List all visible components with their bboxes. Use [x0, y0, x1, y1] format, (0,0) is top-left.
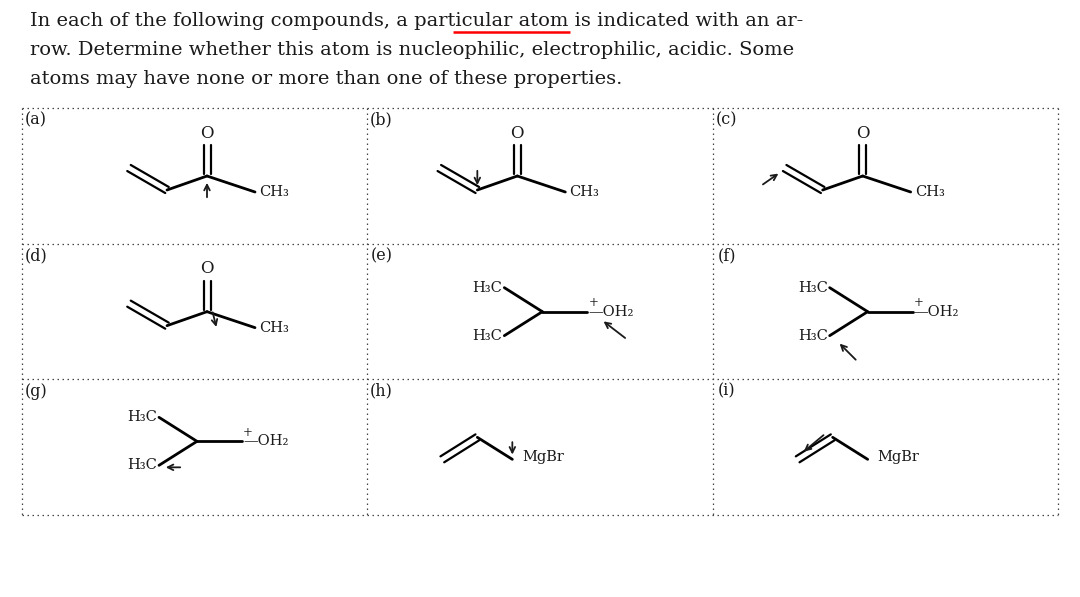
Text: row. Determine whether this atom is nucleophilic, electrophilic, acidic. Some: row. Determine whether this atom is nucl…: [30, 41, 794, 59]
Text: In each of the following compounds, a particular atom is indicated with an ar-: In each of the following compounds, a pa…: [30, 12, 804, 30]
Text: H₃C: H₃C: [127, 410, 157, 424]
Text: CH₃: CH₃: [259, 185, 288, 199]
Text: (h): (h): [369, 383, 393, 400]
Text: H₃C: H₃C: [472, 329, 502, 343]
Text: H₃C: H₃C: [472, 281, 502, 295]
Text: MgBr: MgBr: [523, 450, 564, 464]
Text: (i): (i): [718, 383, 735, 400]
Text: +: +: [243, 426, 253, 439]
Text: —OH₂: —OH₂: [243, 435, 288, 448]
Text: O: O: [856, 125, 869, 141]
Text: +: +: [589, 296, 598, 309]
Text: (a): (a): [25, 112, 48, 128]
Text: O: O: [200, 260, 214, 277]
Text: CH₃: CH₃: [569, 185, 599, 199]
Text: O: O: [511, 125, 524, 141]
Text: (e): (e): [370, 247, 392, 264]
Text: atoms may have none or more than one of these properties.: atoms may have none or more than one of …: [30, 70, 622, 88]
Text: (f): (f): [717, 247, 735, 264]
Text: CH₃: CH₃: [259, 321, 288, 335]
Text: H₃C: H₃C: [798, 329, 827, 343]
Text: H₃C: H₃C: [798, 281, 827, 295]
Text: H₃C: H₃C: [127, 458, 157, 472]
Text: MgBr: MgBr: [878, 450, 919, 464]
Text: (b): (b): [370, 112, 393, 128]
Text: (g): (g): [25, 383, 48, 400]
Text: CH₃: CH₃: [915, 185, 945, 199]
Text: (d): (d): [25, 247, 48, 264]
Text: +: +: [914, 296, 923, 309]
Text: —OH₂: —OH₂: [589, 304, 634, 319]
Text: —OH₂: —OH₂: [914, 304, 959, 319]
Text: O: O: [200, 125, 214, 141]
Text: (c): (c): [716, 112, 738, 128]
